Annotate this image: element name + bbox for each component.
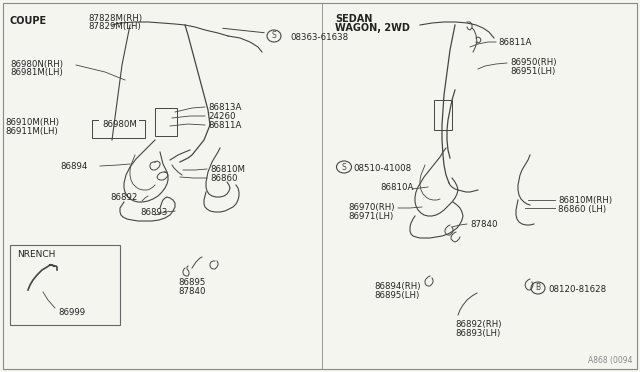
Text: 86951(LH): 86951(LH) xyxy=(510,67,556,76)
Text: NRENCH: NRENCH xyxy=(17,250,56,259)
Text: S: S xyxy=(342,163,346,171)
Text: WAGON, 2WD: WAGON, 2WD xyxy=(335,23,410,33)
Text: 86980N(RH): 86980N(RH) xyxy=(10,60,63,69)
Bar xyxy=(10,245,120,325)
Text: 86810M(RH): 86810M(RH) xyxy=(558,196,612,205)
Text: 87840: 87840 xyxy=(178,287,205,296)
Text: 86893(LH): 86893(LH) xyxy=(455,329,500,338)
Text: 86810A: 86810A xyxy=(380,183,413,192)
Text: 08120-81628: 08120-81628 xyxy=(548,285,606,294)
Text: 86810M: 86810M xyxy=(210,165,245,174)
Text: 24260: 24260 xyxy=(208,112,236,121)
Text: 86892: 86892 xyxy=(110,193,138,202)
Text: 86971(LH): 86971(LH) xyxy=(348,212,393,221)
Text: 86813A: 86813A xyxy=(208,103,241,112)
Text: 86970(RH): 86970(RH) xyxy=(348,203,394,212)
Text: 87828M(RH): 87828M(RH) xyxy=(88,14,142,23)
Bar xyxy=(434,100,452,130)
Text: 86893: 86893 xyxy=(140,208,168,217)
Text: A868 (0094: A868 (0094 xyxy=(588,356,632,365)
Text: 08510-41008: 08510-41008 xyxy=(353,164,411,173)
Bar xyxy=(155,108,177,136)
Text: 08363-61638: 08363-61638 xyxy=(290,33,348,42)
Text: 87829M(LH): 87829M(LH) xyxy=(88,22,141,31)
Text: 86811A: 86811A xyxy=(208,121,241,130)
Text: SEDAN: SEDAN xyxy=(335,14,372,24)
Text: 86811A: 86811A xyxy=(498,38,531,47)
Text: 86910M(RH): 86910M(RH) xyxy=(5,118,59,127)
Text: 86894: 86894 xyxy=(60,162,88,171)
Text: 86895: 86895 xyxy=(178,278,205,287)
Text: COUPE: COUPE xyxy=(10,16,47,26)
Text: 87840: 87840 xyxy=(470,220,497,229)
Text: 86911M(LH): 86911M(LH) xyxy=(5,127,58,136)
Text: 86980M: 86980M xyxy=(102,120,137,129)
Text: 86894(RH): 86894(RH) xyxy=(374,282,420,291)
Text: 86981M(LH): 86981M(LH) xyxy=(10,68,63,77)
Text: 86892(RH): 86892(RH) xyxy=(455,320,502,329)
Text: B: B xyxy=(536,283,541,292)
Text: 86860 (LH): 86860 (LH) xyxy=(558,205,606,214)
Text: 86895(LH): 86895(LH) xyxy=(374,291,419,300)
Text: 86950(RH): 86950(RH) xyxy=(510,58,557,67)
Text: 86999: 86999 xyxy=(58,308,85,317)
Text: S: S xyxy=(271,32,276,41)
Text: 86860: 86860 xyxy=(210,174,237,183)
